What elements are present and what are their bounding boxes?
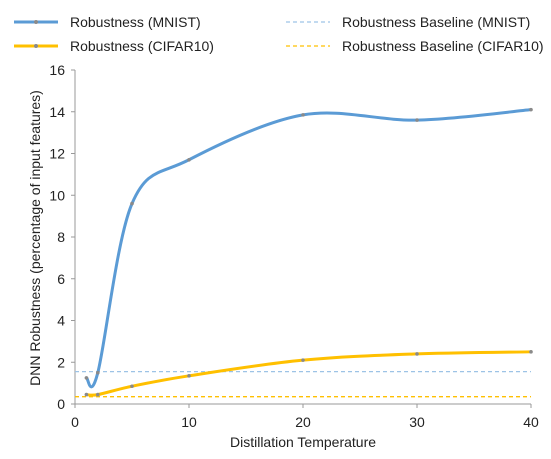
series-1-line [84, 350, 533, 397]
series-0-point [187, 157, 191, 162]
axes: 0 2 4 6 8 10 12 14 16 0 10 20 30 40 [49, 62, 539, 430]
x-tick-label: 10 [181, 414, 197, 430]
x-axis-title: Distillation Temperature [230, 434, 376, 450]
y-tick-label: 10 [49, 187, 65, 203]
legend: Robustness (MNIST) Robustness (CIFAR10) Ro… [14, 14, 544, 54]
y-tick-label: 0 [57, 396, 65, 412]
legend-marker [34, 20, 38, 24]
legend-label: Robustness Baseline (MNIST) [342, 14, 530, 30]
series-1-point [301, 358, 305, 362]
x-tick-label: 30 [409, 414, 425, 430]
legend-label: Robustness Baseline (CIFAR10) [342, 38, 544, 54]
x-tick-label: 20 [295, 414, 311, 430]
series-0-point [415, 118, 419, 122]
legend-label: Robustness (CIFAR10) [70, 38, 214, 54]
y-axis-title: DNN Robustness (percentage of input feat… [27, 90, 43, 386]
series-0-point [96, 370, 100, 375]
legend-marker [34, 44, 38, 48]
y-tick-label: 2 [57, 354, 65, 370]
series-0-point [84, 376, 89, 380]
series-0-point [130, 201, 134, 206]
y-tick-label: 14 [49, 104, 65, 120]
series-1-point [415, 352, 419, 356]
series-1-point [84, 392, 89, 397]
x-tick-label: 40 [523, 414, 539, 430]
series-0-point [301, 113, 305, 117]
series-1-point [529, 350, 533, 354]
y-tick-label: 8 [57, 229, 65, 245]
y-tick-label: 6 [57, 271, 65, 287]
y-tick-label: 16 [49, 62, 65, 78]
legend-label: Robustness (MNIST) [70, 14, 201, 30]
series-1-point [187, 374, 191, 378]
series-1-point [96, 392, 100, 397]
y-tick-label: 12 [49, 146, 65, 162]
series-1-point [130, 384, 134, 389]
y-tick-label: 4 [57, 313, 65, 329]
series-layer [75, 107, 533, 398]
series-0-line [84, 108, 533, 389]
x-tick-label: 0 [71, 414, 79, 430]
series-0-point [529, 107, 533, 112]
